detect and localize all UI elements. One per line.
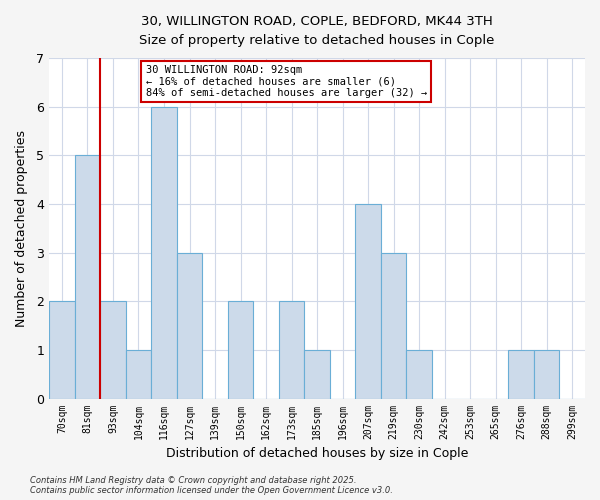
X-axis label: Distribution of detached houses by size in Cople: Distribution of detached houses by size …	[166, 447, 468, 460]
Bar	[534, 350, 559, 399]
Bar	[228, 301, 253, 398]
Text: 30 WILLINGTON ROAD: 92sqm
← 16% of detached houses are smaller (6)
84% of semi-d: 30 WILLINGTON ROAD: 92sqm ← 16% of detac…	[146, 64, 427, 98]
Bar	[355, 204, 381, 398]
Bar	[151, 106, 177, 399]
Bar	[508, 350, 534, 399]
Bar	[177, 252, 202, 398]
Bar	[406, 350, 432, 399]
Y-axis label: Number of detached properties: Number of detached properties	[15, 130, 28, 326]
Bar	[126, 350, 151, 399]
Text: Contains HM Land Registry data © Crown copyright and database right 2025.
Contai: Contains HM Land Registry data © Crown c…	[30, 476, 393, 495]
Bar	[381, 252, 406, 398]
Title: 30, WILLINGTON ROAD, COPLE, BEDFORD, MK44 3TH
Size of property relative to detac: 30, WILLINGTON ROAD, COPLE, BEDFORD, MK4…	[139, 15, 495, 47]
Bar	[279, 301, 304, 398]
Bar	[75, 155, 100, 398]
Bar	[304, 350, 330, 399]
Bar	[100, 301, 126, 398]
Bar	[49, 301, 75, 398]
